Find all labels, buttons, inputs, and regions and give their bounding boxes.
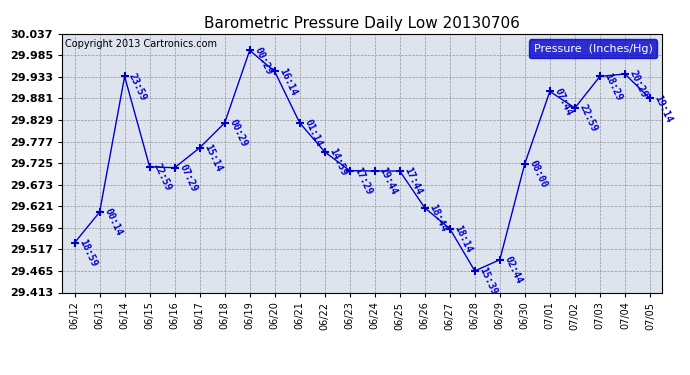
Text: 07:29: 07:29 [177, 163, 199, 194]
Text: 00:29: 00:29 [252, 45, 274, 76]
Pressure  (Inches/Hg) [595, 74, 604, 79]
Pressure  (Inches/Hg) [95, 210, 104, 214]
Text: 18:29: 18:29 [602, 71, 624, 102]
Text: 14:59: 14:59 [327, 147, 348, 178]
Text: 22:59: 22:59 [578, 103, 599, 134]
Text: 23:59: 23:59 [127, 71, 148, 102]
Pressure  (Inches/Hg) [471, 268, 479, 273]
Text: 18:59: 18:59 [77, 238, 99, 268]
Text: 02:44: 02:44 [502, 255, 524, 285]
Text: 08:00: 08:00 [527, 159, 549, 189]
Text: Copyright 2013 Cartronics.com: Copyright 2013 Cartronics.com [65, 39, 217, 49]
Text: 17:29: 17:29 [352, 165, 374, 196]
Pressure  (Inches/Hg) [346, 168, 354, 173]
Text: 19:14: 19:14 [653, 93, 674, 124]
Pressure  (Inches/Hg) [270, 69, 279, 74]
Pressure  (Inches/Hg) [646, 96, 654, 101]
Text: 18:14: 18:14 [452, 224, 474, 254]
Pressure  (Inches/Hg) [295, 121, 304, 125]
Pressure  (Inches/Hg) [495, 258, 504, 262]
Text: 19:44: 19:44 [377, 166, 399, 197]
Pressure  (Inches/Hg) [395, 169, 404, 173]
Pressure  (Inches/Hg) [446, 226, 454, 231]
Text: 15:14: 15:14 [202, 143, 224, 174]
Text: 15:39: 15:39 [477, 266, 499, 297]
Pressure  (Inches/Hg) [621, 72, 629, 76]
Legend: Pressure  (Inches/Hg): Pressure (Inches/Hg) [529, 39, 657, 58]
Pressure  (Inches/Hg) [170, 165, 179, 170]
Pressure  (Inches/Hg) [246, 48, 254, 52]
Pressure  (Inches/Hg) [195, 146, 204, 150]
Pressure  (Inches/Hg) [521, 161, 529, 166]
Pressure  (Inches/Hg) [571, 106, 579, 110]
Pressure  (Inches/Hg) [221, 121, 229, 125]
Text: 00:29: 00:29 [227, 118, 248, 149]
Text: 07:44: 07:44 [553, 86, 574, 117]
Text: 17:44: 17:44 [402, 166, 424, 197]
Text: 00:14: 00:14 [102, 207, 124, 238]
Text: 22:59: 22:59 [152, 162, 174, 193]
Pressure  (Inches/Hg) [321, 150, 329, 154]
Text: 20:29: 20:29 [627, 69, 649, 100]
Pressure  (Inches/Hg) [70, 240, 79, 245]
Text: 01:14: 01:14 [302, 118, 324, 149]
Pressure  (Inches/Hg) [121, 74, 129, 79]
Text: 18:44: 18:44 [427, 203, 449, 234]
Title: Barometric Pressure Daily Low 20130706: Barometric Pressure Daily Low 20130706 [204, 16, 520, 31]
Text: 16:14: 16:14 [277, 66, 299, 97]
Pressure  (Inches/Hg) [146, 165, 154, 169]
Pressure  (Inches/Hg) [421, 206, 429, 210]
Pressure  (Inches/Hg) [546, 89, 554, 94]
Pressure  (Inches/Hg) [371, 169, 379, 173]
Line: Pressure  (Inches/Hg): Pressure (Inches/Hg) [70, 46, 654, 275]
